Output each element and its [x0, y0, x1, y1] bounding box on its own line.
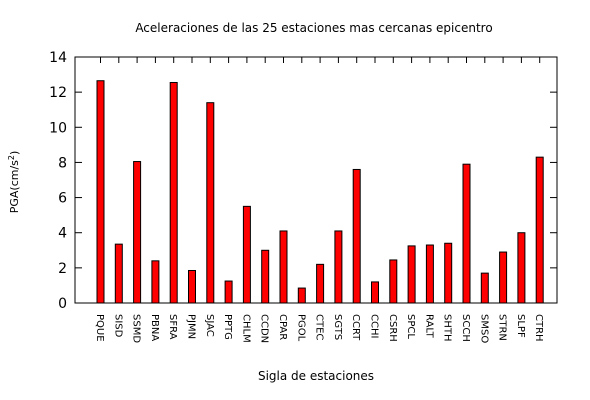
x-tick-label: STRN — [497, 314, 508, 341]
x-tick-label: SLPF — [515, 314, 526, 338]
bar-shth — [444, 242, 453, 304]
bars — [96, 80, 544, 304]
bar-spcl — [407, 245, 416, 304]
x-tick-label: PGOL — [295, 314, 306, 342]
y-tick-label: 0 — [58, 296, 67, 312]
x-tick-label: CTRH — [533, 314, 544, 342]
bar-slpf — [517, 232, 526, 304]
bar-smso — [480, 272, 489, 304]
x-tick-label: SISD — [112, 314, 123, 338]
bar-chlm — [242, 205, 251, 304]
bar-pptg — [224, 280, 233, 304]
y-axis-label-sup: 2 — [7, 155, 16, 160]
y-tick-labels: 0 2 4 6 8 10 12 14 — [49, 50, 67, 312]
x-tick-label: PPTG — [222, 314, 233, 340]
bar-strn — [499, 251, 508, 304]
bar-pbna — [151, 260, 160, 304]
x-tick-label: CSRH — [387, 314, 398, 342]
x-tick-label: CCDN — [259, 314, 270, 343]
x-tick-label: SPCL — [405, 314, 416, 339]
x-tick-label: SMSO — [478, 314, 489, 343]
bar-pgol — [297, 287, 306, 304]
y-tick-label: 2 — [58, 261, 67, 277]
x-tick-label: SCCH — [460, 314, 471, 342]
x-tick-label: PQUE — [94, 314, 105, 342]
bar-cchi — [371, 281, 379, 304]
x-tick-label: CCRT — [350, 314, 361, 341]
bar-ralt — [425, 244, 434, 304]
x-tick-label: SHTH — [442, 314, 453, 342]
x-tick-label: CTEC — [314, 314, 325, 340]
chart-title: Aceleraciones de las 25 estaciones mas c… — [135, 21, 492, 35]
bar-sgts — [334, 230, 343, 304]
x-tick-label: SJAC — [204, 314, 215, 337]
y-tick-label: 10 — [49, 120, 67, 136]
bar-cpar — [279, 230, 288, 304]
x-axis-label: Sigla de estaciones — [258, 369, 374, 383]
tick-marks — [75, 56, 557, 304]
x-tick-labels: PQUE SISD SSMD PBNA SFRA PJMN SJAC PPTG CHLM CCDN… — [94, 314, 544, 343]
x-tick-label: PBNA — [149, 314, 160, 341]
x-tick-label: CPAR — [277, 314, 288, 340]
bar-ccdn — [261, 249, 270, 304]
x-tick-label: CHLM — [240, 314, 251, 343]
y-axis-label: PGA(cm/s2) — [7, 151, 22, 214]
x-tick-label: RALT — [423, 314, 434, 339]
bar-csrh — [389, 259, 398, 304]
y-tick-label: 12 — [49, 85, 67, 101]
y-tick-label: 14 — [49, 50, 67, 66]
y-axis-label-main: PGA(cm/s — [8, 160, 21, 213]
y-tick-label: 6 — [58, 191, 67, 207]
x-tick-label: SSMD — [131, 314, 142, 343]
bar-ccrt — [352, 168, 361, 304]
bar-ctrh — [535, 156, 544, 304]
bar-pjmn — [188, 269, 196, 304]
x-tick-label: CCHI — [369, 314, 380, 338]
x-tick-label: SFRA — [167, 314, 178, 340]
bar-ssmd — [133, 161, 142, 304]
x-tick-label: PJMN — [186, 314, 197, 339]
bar-ctec — [316, 263, 325, 304]
plot-frame — [74, 56, 558, 304]
y-tick-label: 4 — [58, 226, 67, 242]
y-axis-label-end: ) — [8, 151, 21, 155]
bar-pque — [96, 80, 105, 304]
y-tick-label: 8 — [58, 155, 67, 171]
x-tick-label: SGTS — [332, 314, 343, 340]
bar-sisd — [114, 243, 123, 304]
bar-sjac — [206, 102, 215, 304]
bar-sfra — [169, 81, 178, 304]
bar-scch — [462, 163, 471, 304]
